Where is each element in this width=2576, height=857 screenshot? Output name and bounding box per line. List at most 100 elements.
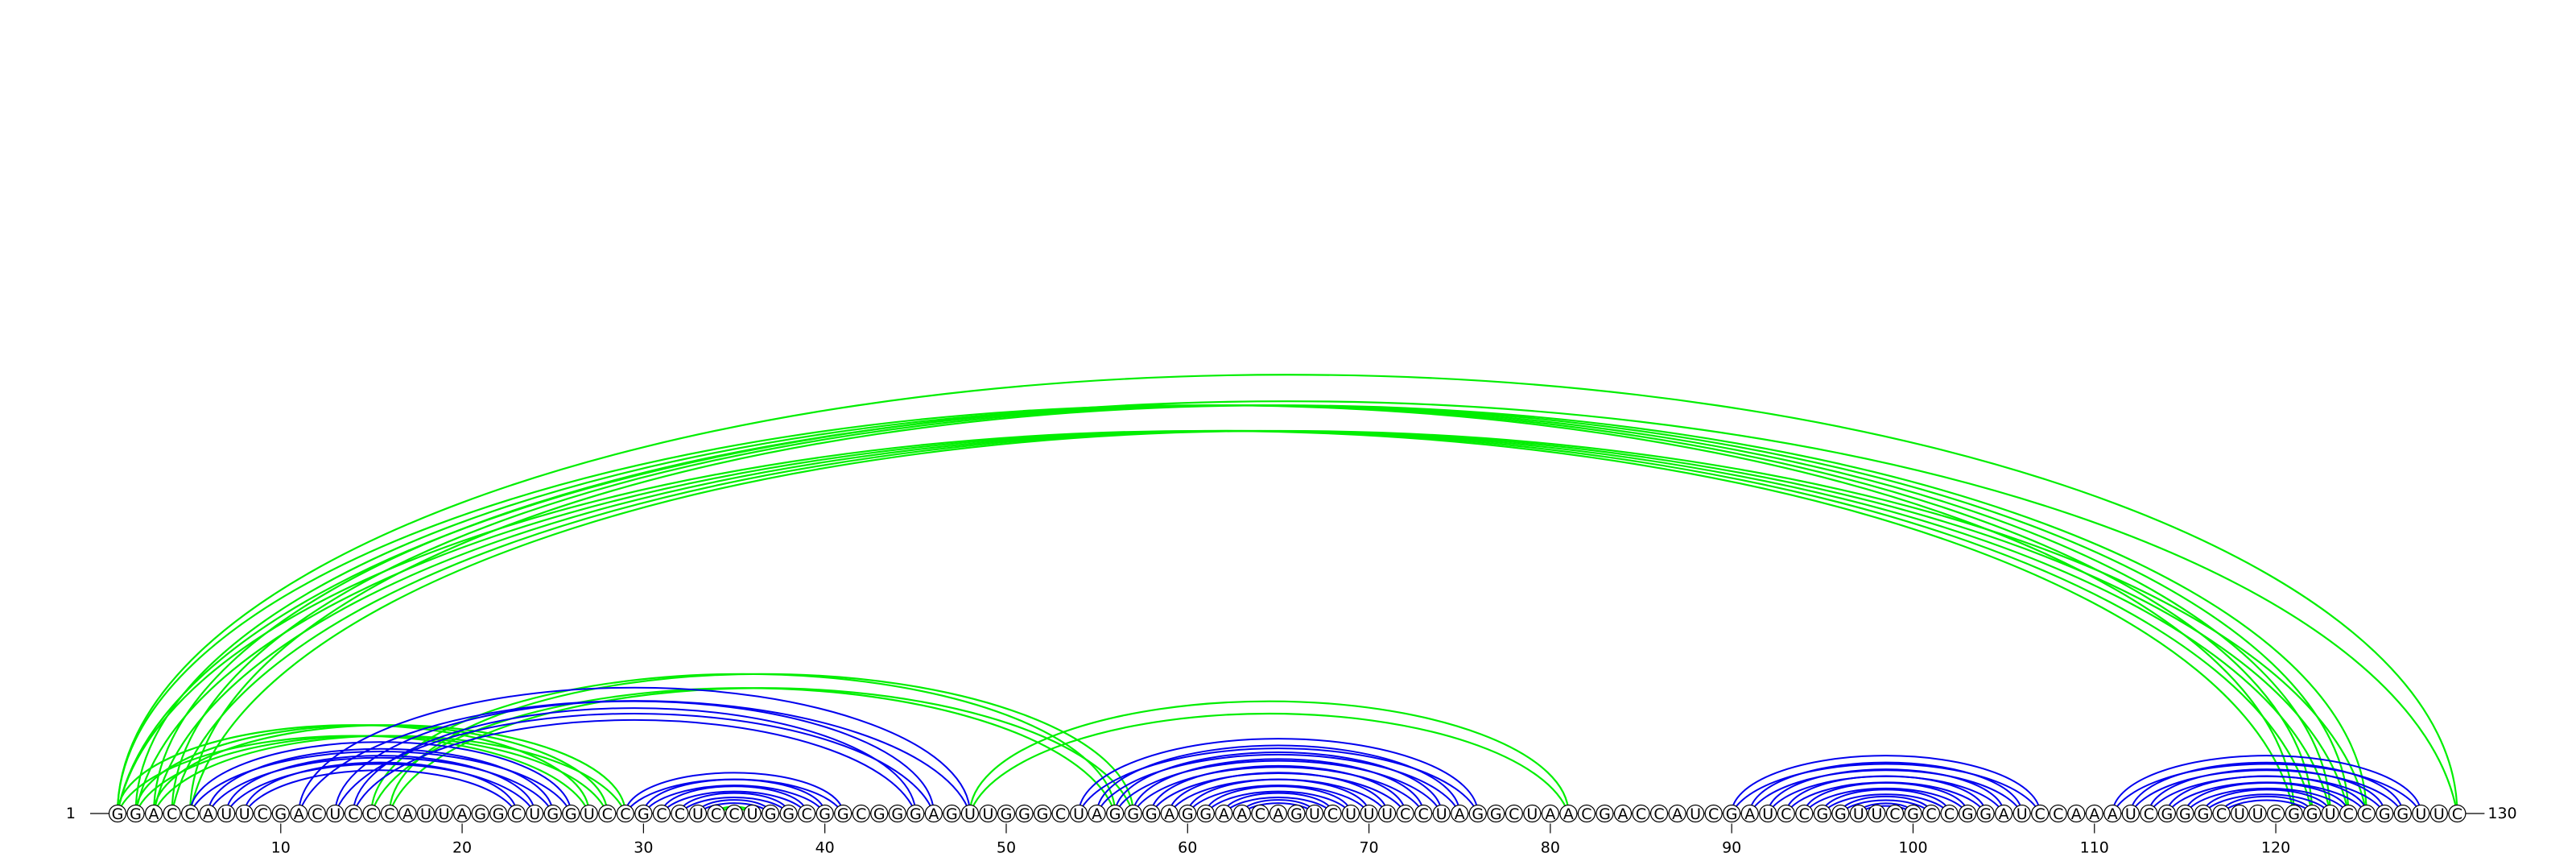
nucleotide: C bbox=[2031, 804, 2050, 823]
nucleotide: A bbox=[1269, 804, 1288, 823]
base-pair-arc bbox=[1748, 761, 2023, 814]
nucleotide: U bbox=[2121, 804, 2140, 823]
nucleotide-circle bbox=[398, 804, 417, 823]
nucleotide-letter: U bbox=[1345, 805, 1356, 823]
nucleotide: A bbox=[1541, 804, 1559, 823]
nucleotide-letter: C bbox=[856, 805, 866, 823]
nucleotide-circle bbox=[616, 804, 634, 823]
nucleotide: C bbox=[1414, 804, 1433, 823]
base-pair-arc bbox=[1223, 796, 1334, 814]
nucleotide: U bbox=[2013, 804, 2031, 823]
nucleotide-circle bbox=[2212, 804, 2231, 823]
nucleotide-letter: U bbox=[1364, 805, 1375, 823]
axis-tick-label: 30 bbox=[634, 839, 653, 857]
nucleotide-letter: U bbox=[1762, 805, 1773, 823]
base-pair-arc bbox=[116, 404, 2295, 814]
base-pair-arc bbox=[1187, 778, 1370, 814]
nucleotide-letter: G bbox=[2306, 805, 2318, 823]
nucleotide: C bbox=[2140, 804, 2158, 823]
nucleotide-letter: C bbox=[366, 805, 377, 823]
nucleotide-letter: C bbox=[2361, 805, 2372, 823]
nucleotide-letter: C bbox=[184, 805, 195, 823]
nucleotide: G bbox=[471, 804, 489, 823]
nucleotide: C bbox=[344, 804, 362, 823]
nucleotide-circle bbox=[852, 804, 870, 823]
nucleotide: G bbox=[1831, 804, 1850, 823]
base-pair-arc bbox=[1785, 775, 1987, 814]
nucleotide-letter: C bbox=[312, 805, 322, 823]
nucleotide: G bbox=[1976, 804, 1995, 823]
nucleotide-letter: U bbox=[1073, 805, 1084, 823]
nucleotide-circle bbox=[489, 804, 508, 823]
nucleotide-circle bbox=[1649, 804, 1669, 823]
nucleotide-letter: U bbox=[2125, 805, 2136, 823]
nucleotide: G bbox=[1958, 804, 1977, 823]
base-pair-arc bbox=[2129, 761, 2404, 814]
nucleotide: C bbox=[1251, 804, 1269, 823]
nucleotide-letter: G bbox=[1199, 805, 1212, 823]
axis-tick-label: 60 bbox=[1178, 839, 1197, 857]
base-pair-arc bbox=[352, 718, 917, 814]
sequence-start-label: 1 bbox=[66, 805, 76, 822]
nucleotide-letter: U bbox=[1436, 805, 1447, 823]
nucleotide-letter: G bbox=[1490, 805, 1502, 823]
nucleotide: C bbox=[1704, 804, 1723, 823]
nucleotide-circle bbox=[2412, 804, 2430, 823]
nucleotide-letter: G bbox=[1979, 805, 1992, 823]
nucleotide: U bbox=[979, 804, 997, 823]
nucleotide-circle bbox=[598, 804, 617, 823]
nucleotide-letter: A bbox=[1236, 805, 1247, 823]
nucleotide-letter: C bbox=[729, 805, 739, 823]
base-pair-arc bbox=[1132, 766, 1425, 814]
nucleotide-circle bbox=[562, 804, 580, 823]
base-pair-arc bbox=[298, 686, 971, 814]
base-pair-arc bbox=[1822, 793, 1951, 814]
nucleotide-circle bbox=[724, 804, 744, 823]
nucleotide-letter: C bbox=[1799, 805, 1810, 823]
nucleotide-letter: C bbox=[1889, 805, 1900, 823]
nucleotide: C bbox=[724, 804, 744, 823]
nucleotide-circle bbox=[1849, 804, 1868, 823]
nucleotide-letter: C bbox=[258, 805, 268, 823]
nucleotide-letter: C bbox=[2053, 805, 2063, 823]
nucleotide-letter: U bbox=[982, 805, 993, 823]
nucleotide: A bbox=[398, 804, 417, 823]
nucleotide-letter: G bbox=[493, 805, 505, 823]
nucleotide-letter: G bbox=[1907, 805, 1919, 823]
nucleotide-circle bbox=[798, 804, 816, 823]
base-pair-arc bbox=[1150, 764, 1406, 814]
nucleotide: C bbox=[362, 804, 381, 823]
axis-tick-label: 80 bbox=[1541, 839, 1560, 857]
nucleotide: C bbox=[707, 804, 725, 823]
base-pair-arc bbox=[1731, 755, 2041, 814]
nucleotide-circle bbox=[1523, 804, 1542, 823]
nucleotide-circle bbox=[144, 804, 163, 823]
nucleotide-circle bbox=[1468, 804, 1487, 823]
nucleotide-circle bbox=[471, 804, 489, 823]
nucleotide: C bbox=[1505, 804, 1523, 823]
base-pair-arc bbox=[153, 735, 626, 814]
nucleotide: G bbox=[761, 804, 780, 823]
nucleotide: G bbox=[943, 804, 961, 823]
base-pair-arc bbox=[388, 687, 1134, 814]
nucleotide: G bbox=[2176, 804, 2194, 823]
nucleotide-circle bbox=[1723, 804, 1741, 823]
base-pair-arc bbox=[660, 785, 808, 814]
nucleotide-circle bbox=[743, 804, 762, 823]
base-pair-arc bbox=[1096, 744, 1461, 814]
base-pair-arc bbox=[661, 790, 807, 814]
base-pair-arc bbox=[2202, 793, 2331, 814]
nucleotide-letter: U bbox=[2234, 805, 2245, 823]
nucleotide-circle bbox=[997, 804, 1016, 823]
nucleotide-letter: U bbox=[1853, 805, 1864, 823]
nucleotide: U bbox=[688, 804, 708, 823]
base-pair-arc bbox=[1803, 781, 1969, 814]
nucleotide: C bbox=[1940, 804, 1959, 823]
nucleotide: U bbox=[1523, 804, 1542, 823]
nucleotide-circle bbox=[1305, 804, 1324, 823]
nucleotide: U bbox=[235, 804, 254, 823]
sequence-end-label: 130 bbox=[2487, 805, 2516, 822]
nucleotide-letter: C bbox=[1418, 805, 1429, 823]
nucleotide-letter: G bbox=[1962, 805, 1974, 823]
